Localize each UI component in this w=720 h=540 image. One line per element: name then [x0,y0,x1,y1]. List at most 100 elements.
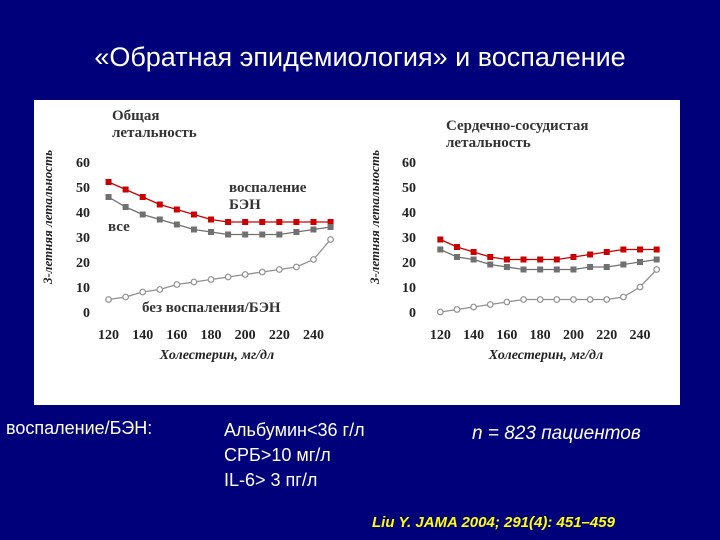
y-tick-label: 20 [402,256,416,271]
data-point [619,293,627,301]
y-tick-label: 10 [76,281,90,296]
chart-panel: Общая летальность 0 10 20 30 40 50 60 120 140 160 18… [34,100,680,405]
y-tick-label: 0 [83,306,90,321]
data-point [139,194,146,200]
data-point [276,219,283,225]
data-point [653,266,661,273]
chart-title-1: Сердечно-сосудистая летальность [446,118,589,151]
chart-title-0: Общая летальность [112,108,197,141]
data-point [208,229,215,235]
x-tick-label: 200 [563,328,584,343]
data-point [487,254,494,260]
data-point [487,261,494,268]
x-tick-label: 240 [630,328,651,343]
charts-svg: Общая летальность 0 10 20 30 40 50 60 120 140 160 18… [40,108,661,363]
data-point [105,179,112,185]
data-point [586,296,594,303]
data-point [570,254,577,260]
definition-item-crp: СРБ>10 мг/л [224,445,331,465]
data-point [520,296,527,303]
y-tick-label: 50 [76,181,90,196]
x-tick-label: 160 [496,328,517,343]
series-label-1: все [108,219,130,235]
data-point [536,296,544,303]
y-axis-label: 3-летняя летальность [367,150,382,285]
data-point [327,236,334,243]
data-point [293,219,300,225]
data-point [537,256,544,263]
data-point [620,261,627,268]
data-point [224,273,232,281]
x-tick-label: 140 [132,328,153,343]
x-tick-label: 180 [530,328,551,343]
data-point [139,288,147,296]
data-point [208,216,215,223]
data-point [620,246,627,253]
y-tick-label: 30 [76,231,90,246]
data-point [603,264,610,270]
definition-item-albumin: Альбумин<36 г/л [224,420,365,440]
y-tick-label: 60 [402,156,416,171]
data-point [259,231,266,238]
data-point [587,251,594,258]
x-tick-label: 180 [201,328,222,343]
data-point [105,296,112,303]
data-point [553,266,560,273]
data-point [173,221,180,228]
x-tick-label: 160 [166,328,187,343]
data-point [242,219,249,225]
y-tick-label: 20 [76,256,90,271]
data-point [453,254,460,260]
data-point [310,226,317,233]
definition-list: Альбумин<36 г/л СРБ>10 мг/л IL-6> 3 пг/л [224,418,365,493]
x-tick-label: 240 [303,328,324,343]
data-point [276,231,283,238]
data-point [437,236,444,243]
data-point [453,244,460,250]
data-point [470,256,477,263]
data-point [190,211,197,218]
data-point [503,264,510,270]
y-tick-label: 40 [402,206,416,221]
definition-label: воспаление/БЭН: [6,418,153,438]
y-tick-label: 10 [402,281,416,296]
data-point [122,293,130,301]
citation: Liu Y. JAMA 2004; 291(4): 451–459 [372,514,615,531]
data-point [190,226,197,233]
data-point [503,256,510,263]
data-point [225,231,232,238]
data-point [436,308,444,316]
data-point [553,256,560,263]
data-point [587,264,594,270]
data-point [327,224,334,230]
data-point [486,301,494,308]
data-point [105,194,112,200]
data-point [156,286,164,293]
data-point [653,256,660,263]
data-point [139,211,146,218]
data-point [293,263,300,271]
y-tick-label: 0 [409,306,416,321]
y-tick-label: 60 [76,156,90,171]
x-axis-label: Холестерин, мг/дл [488,348,603,363]
data-point [437,246,444,253]
x-tick-label: 220 [596,328,617,343]
data-point [173,206,180,213]
x-tick-label: 120 [430,328,451,343]
data-point [310,219,317,225]
data-point [470,303,478,311]
data-point [637,246,644,253]
data-point [242,231,249,238]
x-tick-label: 120 [98,328,119,343]
x-tick-label: 140 [463,328,484,343]
data-point [603,296,611,303]
data-point [327,219,334,225]
x-axis-label: Холестерин, мг/дл [159,348,274,363]
data-point [553,296,561,303]
data-point [503,298,511,306]
y-tick-label: 40 [76,206,90,221]
y-axis-label: 3-летняя летальность [40,150,55,285]
data-point [225,219,232,225]
data-point [470,249,477,255]
y-tick-label: 30 [402,231,416,246]
